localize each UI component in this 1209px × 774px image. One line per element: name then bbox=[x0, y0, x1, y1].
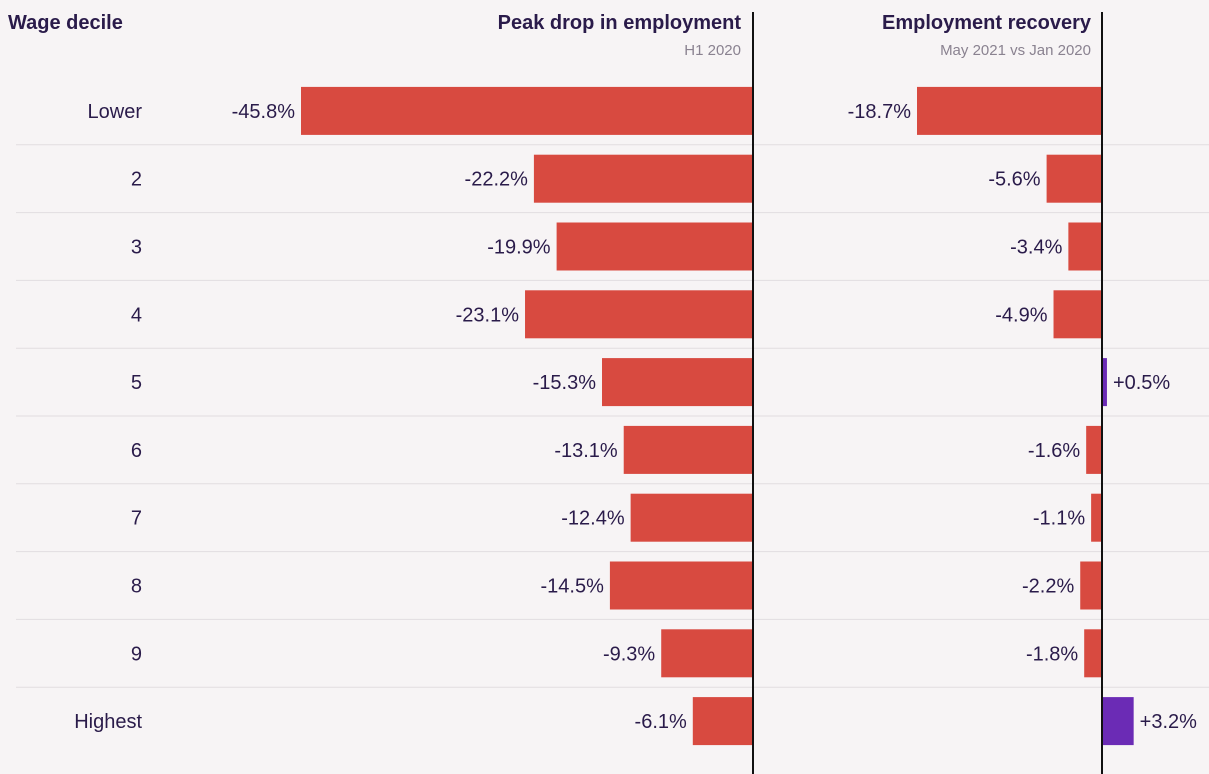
peak-drop-data-label: -45.8% bbox=[232, 101, 296, 123]
peak-drop-data-label: -22.2% bbox=[465, 169, 529, 191]
recovery-data-label: -2.2% bbox=[1022, 576, 1074, 598]
peak-drop-bar bbox=[630, 493, 753, 542]
recovery-bar bbox=[917, 86, 1102, 135]
category-label: 8 bbox=[131, 576, 142, 598]
peak-drop-bar bbox=[609, 561, 753, 610]
peak-drop-data-label: -12.4% bbox=[561, 508, 625, 530]
recovery-data-label: -1.1% bbox=[1033, 508, 1085, 530]
recovery-bar bbox=[1102, 358, 1107, 407]
category-column-header: Wage decile bbox=[8, 12, 123, 34]
peak-drop-bar bbox=[661, 629, 753, 678]
peak-drop-bar bbox=[692, 697, 753, 746]
recovery-data-label: +3.2% bbox=[1140, 711, 1197, 733]
peak-drop-data-label: -14.5% bbox=[541, 576, 605, 598]
left-panel-subtitle: H1 2020 bbox=[684, 42, 741, 59]
category-label: Lower bbox=[88, 101, 143, 123]
recovery-bar bbox=[1102, 697, 1134, 746]
peak-drop-bar bbox=[602, 358, 753, 407]
recovery-bar bbox=[1053, 290, 1102, 339]
recovery-data-label: -18.7% bbox=[848, 101, 912, 123]
peak-drop-data-label: -13.1% bbox=[554, 440, 618, 462]
peak-drop-data-label: -6.1% bbox=[635, 711, 687, 733]
category-label: 9 bbox=[131, 643, 142, 665]
category-label: 3 bbox=[131, 237, 142, 259]
category-label: Highest bbox=[74, 711, 142, 733]
category-label: 2 bbox=[131, 169, 142, 191]
category-label: 4 bbox=[131, 304, 142, 326]
peak-drop-bar bbox=[556, 222, 753, 271]
recovery-bar bbox=[1046, 154, 1102, 203]
recovery-data-label: +0.5% bbox=[1113, 372, 1170, 394]
left-panel-title: Peak drop in employment bbox=[497, 12, 741, 34]
peak-drop-bar bbox=[623, 425, 753, 474]
peak-drop-data-label: -15.3% bbox=[533, 372, 597, 394]
peak-drop-data-label: -19.9% bbox=[487, 237, 551, 259]
peak-drop-data-label: -9.3% bbox=[603, 643, 655, 665]
recovery-data-label: -3.4% bbox=[1010, 237, 1062, 259]
peak-drop-data-label: -23.1% bbox=[456, 304, 520, 326]
recovery-bar bbox=[1068, 222, 1102, 271]
category-label: 5 bbox=[131, 372, 142, 394]
recovery-data-label: -4.9% bbox=[995, 304, 1047, 326]
recovery-bar bbox=[1086, 425, 1102, 474]
recovery-bar bbox=[1084, 629, 1102, 678]
category-label: 7 bbox=[131, 508, 142, 530]
right-panel-subtitle: May 2021 vs Jan 2020 bbox=[940, 42, 1091, 59]
peak-drop-bar bbox=[301, 86, 753, 135]
recovery-bar bbox=[1091, 493, 1102, 542]
right-panel-title: Employment recovery bbox=[882, 12, 1091, 34]
peak-drop-bar bbox=[533, 154, 753, 203]
recovery-data-label: -1.6% bbox=[1028, 440, 1080, 462]
category-label: 6 bbox=[131, 440, 142, 462]
recovery-bar bbox=[1080, 561, 1102, 610]
recovery-data-label: -5.6% bbox=[988, 169, 1040, 191]
recovery-data-label: -1.8% bbox=[1026, 643, 1078, 665]
peak-drop-bar bbox=[525, 290, 753, 339]
